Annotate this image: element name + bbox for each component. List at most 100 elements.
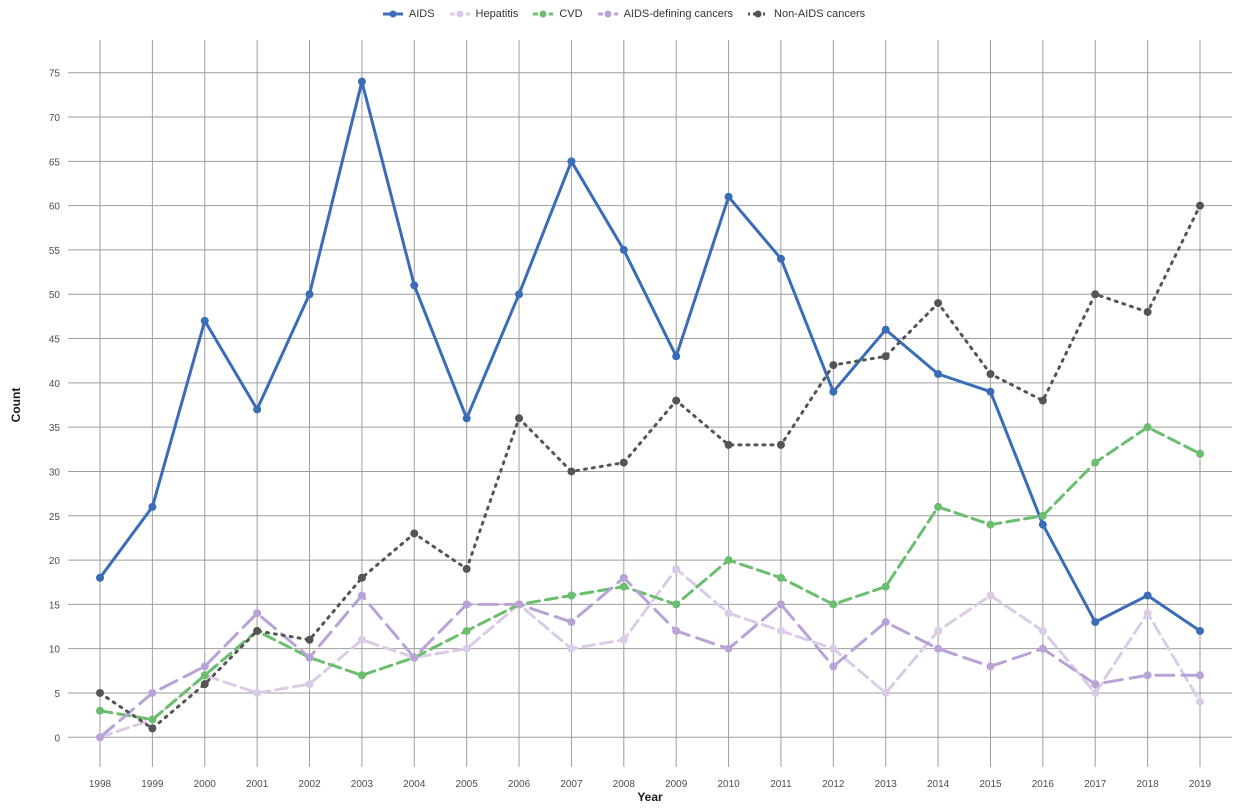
- data-point-non-aids-cancers: [567, 467, 576, 476]
- data-point-non-aids-cancers: [357, 573, 366, 582]
- data-point-aids: [357, 77, 366, 86]
- data-point-hepatitis: [986, 591, 995, 600]
- data-point-cvd: [96, 706, 104, 715]
- y-tick-label: 55: [49, 246, 61, 257]
- series-line-aids: [98, 80, 1202, 633]
- y-tick-label: 30: [49, 467, 61, 478]
- data-point-hepatitis: [672, 564, 681, 573]
- data-point-aids: [148, 502, 157, 511]
- data-point-aids-defining-cancers: [567, 618, 576, 627]
- y-tick-label: 60: [49, 202, 61, 213]
- data-point-non-aids-cancers: [619, 458, 628, 467]
- legend-item-non-aids-cancers: Non-AIDS cancers: [747, 8, 865, 20]
- data-point-aids-defining-cancers: [462, 600, 471, 609]
- data-point-aids: [200, 316, 209, 325]
- data-point-hepatitis: [619, 635, 628, 644]
- data-point-non-aids-cancers: [724, 440, 733, 449]
- data-point-aids-defining-cancers: [357, 591, 366, 600]
- data-point-non-aids-cancers: [934, 299, 943, 308]
- data-point-hepatitis: [253, 688, 262, 697]
- y-tick-label: 20: [49, 556, 61, 567]
- data-point-hepatitis: [829, 644, 838, 653]
- legend-key-aids: [382, 10, 403, 18]
- data-point-hepatitis: [1091, 688, 1100, 697]
- x-tick-label: 1999: [141, 779, 164, 790]
- data-point-non-aids-cancers: [1038, 396, 1047, 405]
- data-point-aids: [253, 405, 262, 414]
- data-point-non-aids-cancers: [253, 626, 262, 635]
- data-point-hepatitis: [462, 644, 471, 653]
- y-tick-label: 50: [49, 290, 61, 301]
- data-point-aids: [934, 369, 943, 378]
- x-tick-label: 2016: [1032, 779, 1055, 790]
- data-point-hepatitis: [567, 644, 576, 653]
- x-tick-label: 2018: [1136, 779, 1159, 790]
- plot-background: [55, 35, 1235, 775]
- legend-label: CVD: [559, 8, 583, 20]
- x-tick-label: 2011: [770, 779, 792, 790]
- data-point-aids: [515, 290, 524, 299]
- series-non-aids-cancers: [96, 201, 1204, 733]
- x-tick-label: 2013: [875, 779, 898, 790]
- data-point-cvd: [200, 671, 209, 680]
- legend-label: AIDS-defining cancers: [623, 8, 734, 20]
- data-point-aids: [410, 281, 419, 290]
- data-point-aids-defining-cancers: [934, 644, 943, 653]
- data-point-aids: [986, 387, 995, 396]
- legend-key-aids-defining-cancers: [597, 10, 618, 18]
- y-tick-label: 0: [54, 733, 60, 744]
- x-tick-label: 2015: [979, 779, 1002, 790]
- data-point-aids: [776, 254, 785, 263]
- data-point-non-aids-cancers: [776, 440, 785, 449]
- data-point-non-aids-cancers: [829, 361, 838, 370]
- data-point-aids: [881, 325, 890, 334]
- x-tick-label: 2008: [613, 779, 636, 790]
- x-tick-label: 2002: [298, 779, 321, 790]
- data-point-non-aids-cancers: [515, 414, 524, 423]
- data-point-aids: [619, 245, 628, 254]
- data-point-aids-defining-cancers: [881, 618, 890, 627]
- data-point-hepatitis: [776, 626, 785, 635]
- data-point-aids-defining-cancers: [96, 733, 104, 742]
- x-tick-label: 2005: [456, 779, 479, 790]
- y-tick-label: 35: [49, 423, 61, 434]
- data-point-non-aids-cancers: [672, 396, 681, 405]
- data-point-cvd: [829, 600, 838, 609]
- data-point-aids: [1038, 520, 1047, 529]
- data-point-aids-defining-cancers: [253, 609, 262, 618]
- x-axis-title: Year: [637, 790, 663, 804]
- data-point-aids-defining-cancers: [200, 662, 209, 671]
- data-point-non-aids-cancers: [148, 724, 157, 733]
- data-point-aids-defining-cancers: [1143, 671, 1152, 680]
- data-point-cvd: [672, 600, 681, 609]
- data-point-non-aids-cancers: [305, 635, 314, 644]
- data-point-non-aids-cancers: [986, 369, 995, 378]
- data-point-cvd: [1143, 423, 1152, 432]
- x-tick-label: 2003: [351, 779, 374, 790]
- x-tick-label: 2007: [560, 779, 583, 790]
- data-point-hepatitis: [881, 688, 890, 697]
- x-tick-label: 2019: [1189, 779, 1212, 790]
- data-point-aids-defining-cancers: [776, 600, 785, 609]
- y-tick-label: 25: [49, 512, 61, 523]
- data-point-aids: [567, 157, 576, 166]
- data-point-hepatitis: [1196, 697, 1204, 706]
- data-point-aids-defining-cancers: [1091, 680, 1100, 689]
- legend-item-cvd: CVD: [532, 8, 583, 20]
- data-point-aids-defining-cancers: [672, 626, 681, 635]
- legend-key-cvd: [533, 10, 554, 18]
- data-point-aids: [462, 414, 471, 423]
- data-point-cvd: [986, 520, 995, 529]
- y-tick-label: 65: [49, 157, 61, 168]
- series-line-hepatitis: [98, 567, 1202, 739]
- y-tick-label: 70: [49, 113, 61, 124]
- data-point-hepatitis: [724, 609, 733, 618]
- data-point-aids-defining-cancers: [410, 653, 419, 662]
- series-aids: [96, 77, 1204, 635]
- data-point-cvd: [934, 502, 943, 511]
- data-point-cvd: [148, 715, 157, 724]
- x-tick-label: 2014: [927, 779, 950, 790]
- data-point-hepatitis: [1143, 609, 1152, 618]
